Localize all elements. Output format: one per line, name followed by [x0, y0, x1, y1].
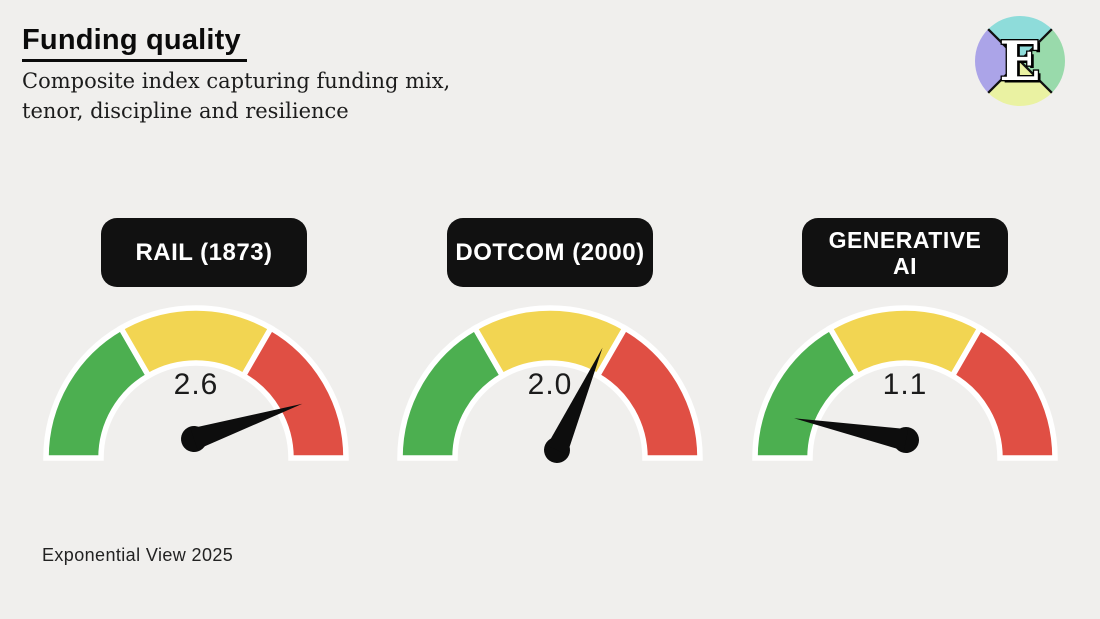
exponential-view-logo-icon: E E: [975, 16, 1065, 106]
gauge-label-generative-ai: GENERATIVE AI: [828, 226, 982, 279]
gauge-dotcom: 2.0: [397, 305, 703, 463]
page-subtitle: Composite index capturing funding mix, t…: [22, 69, 451, 123]
logo-letter-shadow: E: [1002, 32, 1043, 96]
logo-letter: E: [999, 29, 1040, 93]
gauge-generative-ai: 1.1: [752, 305, 1058, 461]
gauge-segment-red-icon: [948, 324, 1058, 461]
gauge-label-pill-rail: RAIL (1873): [101, 218, 307, 287]
gauge-label-dotcom: DOTCOM (2000): [455, 238, 645, 266]
gauge-rail: 2.6: [43, 305, 349, 461]
gauge-value-rail: 2.6: [174, 368, 219, 401]
gauge-segment-red-icon: [593, 324, 703, 461]
source-credit: Exponential View 2025: [42, 545, 234, 565]
gauge-arc: [397, 305, 703, 461]
gauge-needle-icon: [544, 347, 603, 463]
logo-quadrant-bottom: [975, 61, 1065, 106]
gauge-value-generative-ai: 1.1: [883, 368, 928, 401]
page-title: Funding quality: [22, 24, 247, 62]
gauge-arc: [752, 305, 1058, 461]
logo-quadrant-left: [975, 16, 1020, 106]
gauge-needle-icon: [794, 418, 919, 453]
gauge-arc: [43, 305, 349, 461]
logo-quadrant-top: [975, 16, 1065, 61]
gauge-value-dotcom: 2.0: [528, 368, 573, 401]
gauge-label-pill-dotcom: DOTCOM (2000): [447, 218, 653, 287]
gauge-label-rail: RAIL (1873): [135, 238, 273, 266]
gauge-needle-icon: [181, 403, 303, 452]
gauge-label-pill-generative-ai: GENERATIVE AI: [802, 218, 1008, 287]
logo-quadrant-right: [1020, 16, 1065, 106]
gauge-segment-red-icon: [239, 324, 349, 461]
